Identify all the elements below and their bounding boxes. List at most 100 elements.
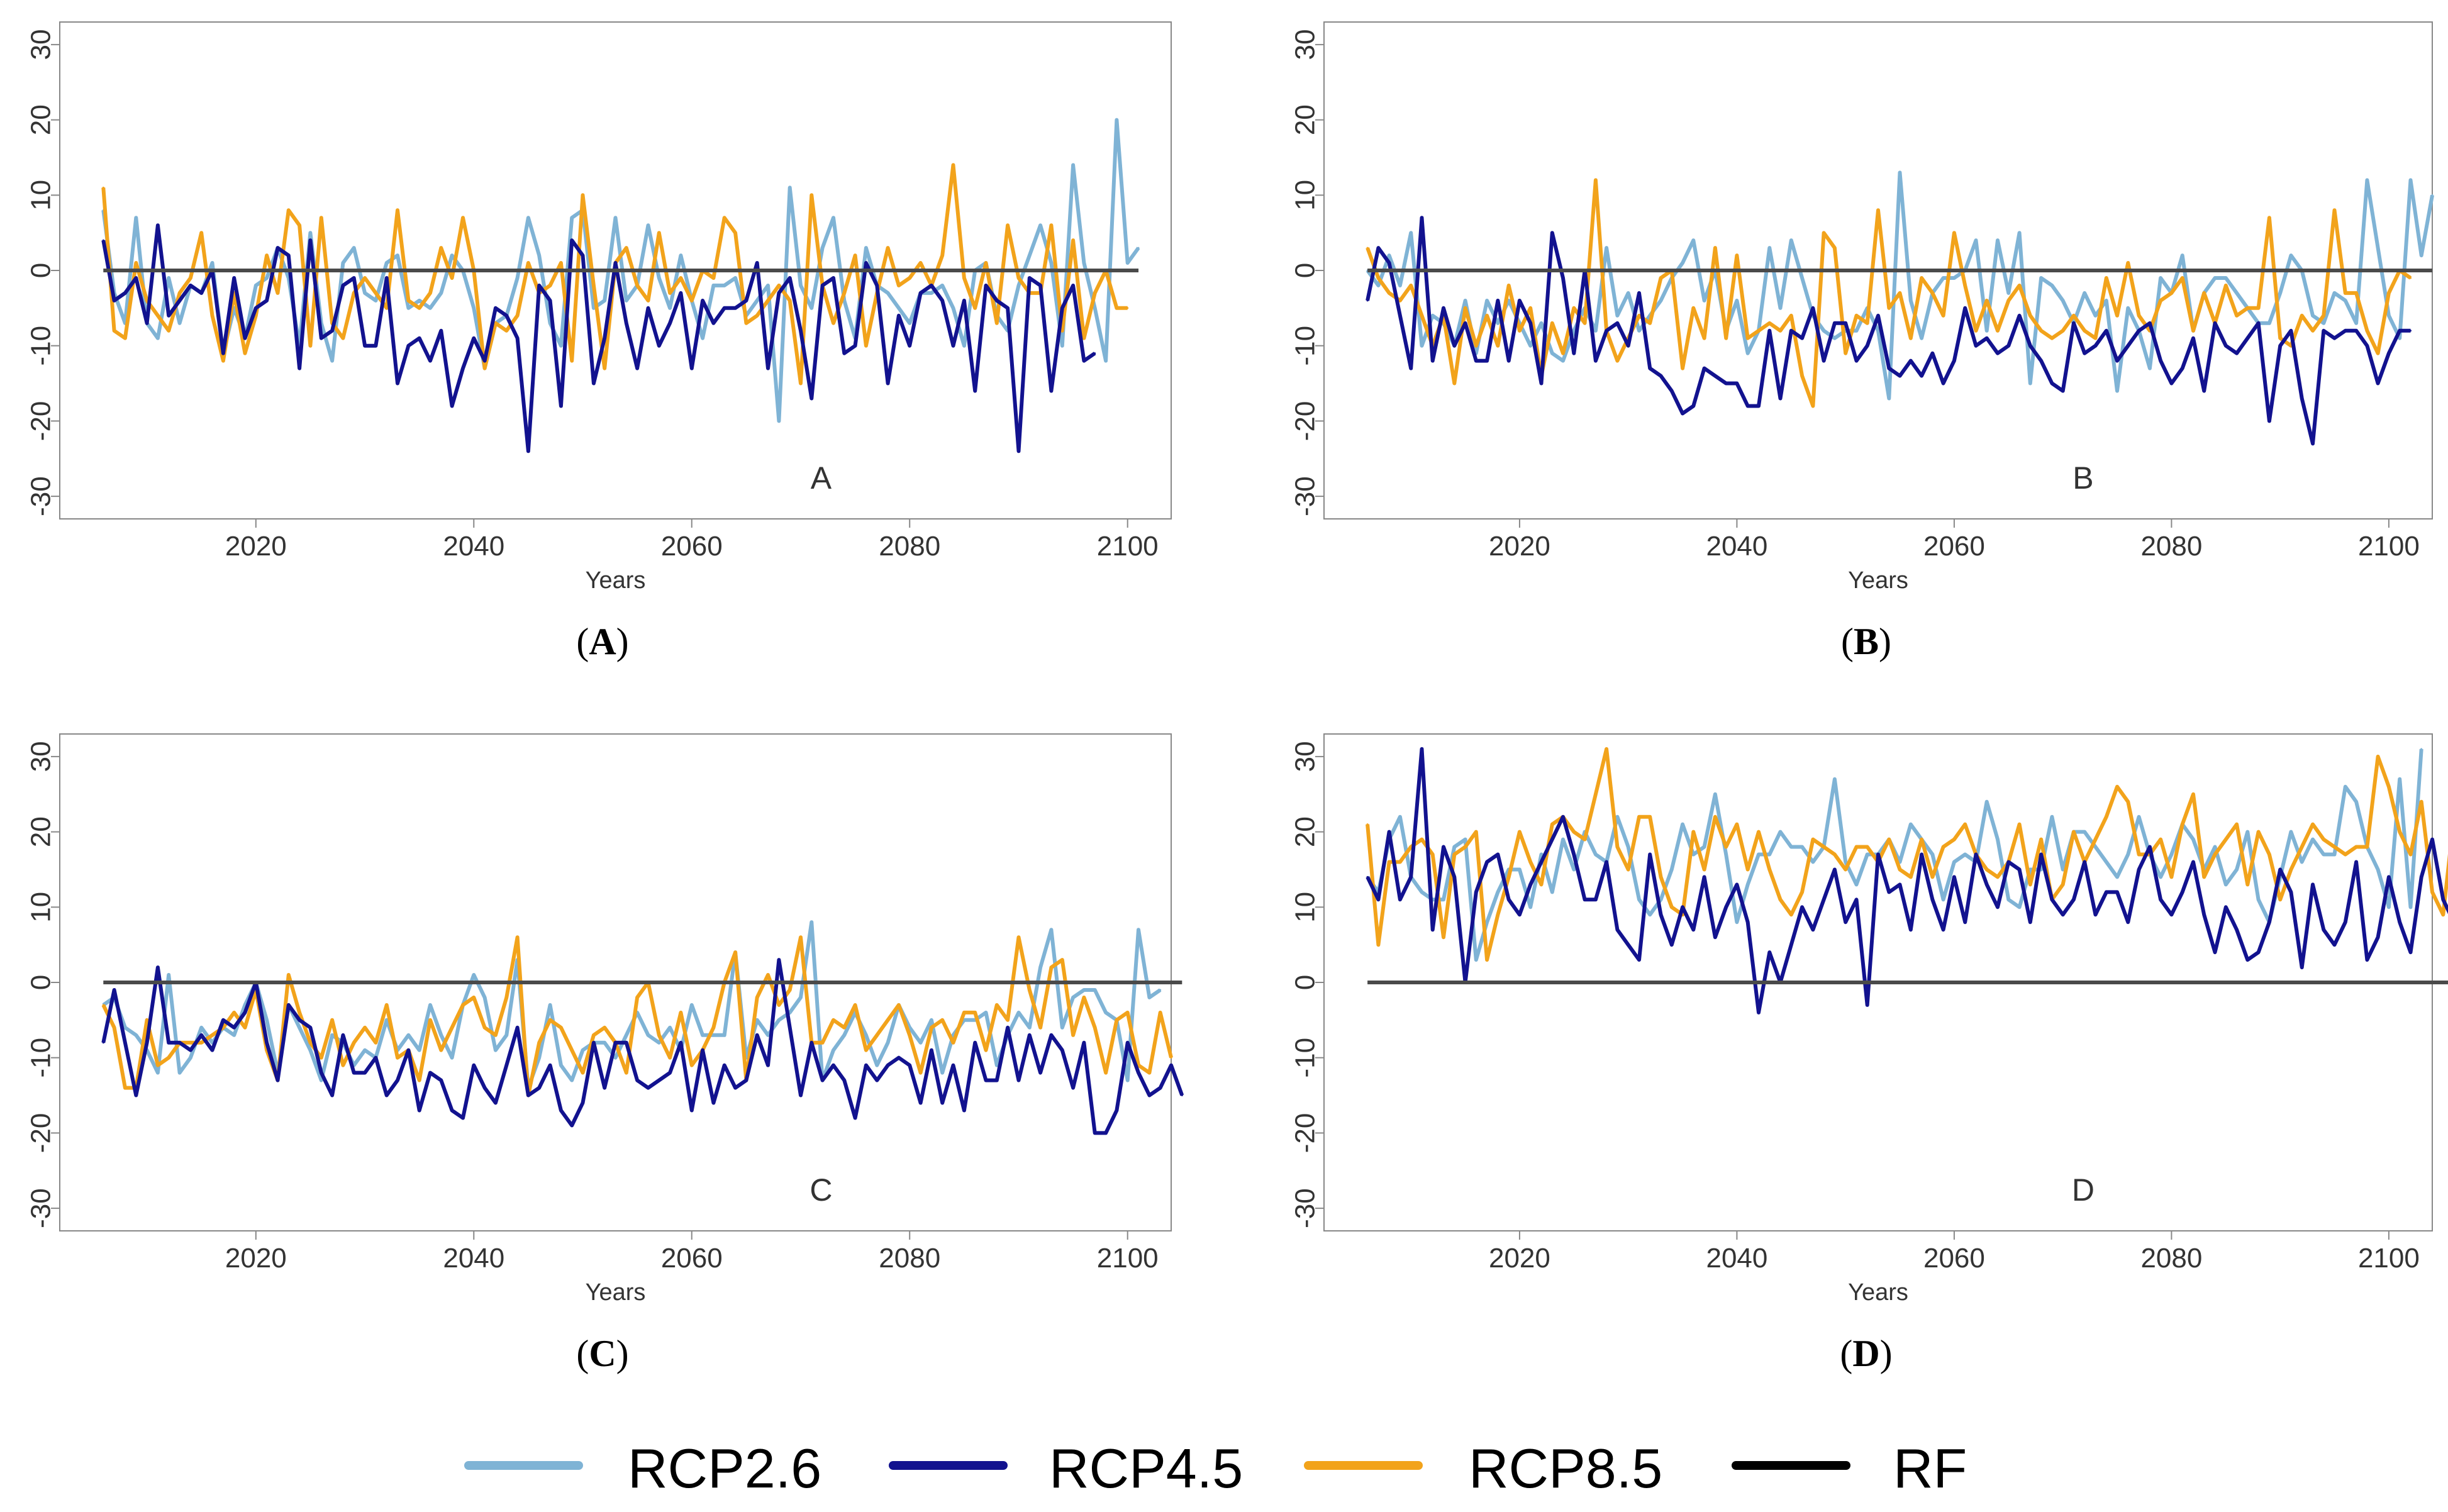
data-point-rcp26-d-67 bbox=[2095, 846, 2096, 848]
data-point-rcp45-b-13 bbox=[1508, 360, 1510, 362]
data-point-rcp45-d-60 bbox=[2018, 869, 2021, 870]
data-point-rcp45-c-32 bbox=[451, 1109, 453, 1111]
data-point-rcp85-a-11 bbox=[222, 360, 225, 362]
data-point-rcp85-a-31 bbox=[440, 247, 442, 249]
data-point-rcp45-b-42 bbox=[1823, 360, 1825, 362]
data-point-rcp85-b-2 bbox=[1388, 292, 1391, 294]
data-point-rcp45-a-6 bbox=[167, 314, 170, 317]
data-point-rcp45-b-1 bbox=[1377, 247, 1379, 249]
data-point-rcp26-a-58 bbox=[734, 277, 737, 279]
data-point-rcp85-d-94 bbox=[2388, 786, 2390, 788]
data-point-rcp45-b-84 bbox=[2279, 345, 2281, 347]
data-point-rcp26-d-38 bbox=[1779, 831, 1781, 833]
data-point-rcp85-c-22 bbox=[342, 1064, 344, 1067]
data-point-rcp45-d-26 bbox=[1649, 853, 1651, 855]
data-point-rcp26-d-25 bbox=[1638, 898, 1640, 901]
data-point-rcp26-c-20 bbox=[320, 1079, 323, 1082]
data-point-rcp45-b-56 bbox=[1975, 345, 1977, 347]
data-point-rcp45-d-59 bbox=[2007, 861, 2010, 863]
data-point-rcp85-a-32 bbox=[451, 277, 453, 279]
data-point-rcp26-d-3 bbox=[1399, 816, 1401, 818]
data-point-rcp85-b-91 bbox=[2355, 292, 2357, 294]
data-point-rcp45-b-15 bbox=[1529, 322, 1532, 325]
data-point-rcp45-b-82 bbox=[2257, 322, 2260, 325]
data-point-rcp85-a-84 bbox=[1018, 277, 1020, 279]
data-point-rcp26-c-65 bbox=[810, 921, 813, 923]
data-point-rcp85-a-1 bbox=[113, 330, 116, 332]
data-point-rcp45-b-0 bbox=[1366, 299, 1369, 302]
data-point-rcp26-d-29 bbox=[1681, 823, 1684, 826]
data-point-rcp45-b-79 bbox=[2225, 345, 2227, 347]
data-point-rcp45-d-95 bbox=[2398, 921, 2401, 923]
data-point-rcp45-d-20 bbox=[1584, 898, 1586, 901]
x-tick-label-d-2: 2060 bbox=[1923, 1243, 1985, 1274]
data-point-rcp45-a-15 bbox=[265, 299, 268, 302]
data-point-rcp85-b-52 bbox=[1931, 292, 1933, 294]
data-point-rcp45-d-78 bbox=[2214, 951, 2216, 953]
data-point-rcp85-c-79 bbox=[963, 1011, 965, 1014]
data-point-rcp45-c-18 bbox=[298, 1019, 301, 1021]
data-point-rcp45-d-45 bbox=[1855, 898, 1857, 901]
data-point-rcp85-a-81 bbox=[985, 262, 987, 264]
y-tick-label-a-4: -10 bbox=[26, 326, 57, 366]
data-point-rcp85-a-2 bbox=[124, 337, 126, 340]
data-point-rcp85-b-73 bbox=[2159, 299, 2162, 302]
data-point-rcp45-b-63 bbox=[2050, 382, 2053, 384]
data-point-rcp26-b-54 bbox=[1953, 277, 1956, 279]
data-point-rcp45-b-78 bbox=[2214, 322, 2216, 325]
data-point-rcp45-d-36 bbox=[1757, 1011, 1760, 1014]
data-point-rcp26-c-72 bbox=[887, 1042, 889, 1044]
data-point-rcp85-d-86 bbox=[2301, 846, 2303, 848]
data-point-rcp26-a-38 bbox=[516, 277, 519, 279]
data-point-rcp26-b-43 bbox=[1833, 337, 1836, 340]
data-point-rcp85-a-19 bbox=[309, 345, 311, 347]
data-point-rcp85-c-12 bbox=[233, 1011, 235, 1014]
data-point-rcp85-a-88 bbox=[1061, 330, 1064, 332]
data-point-rcp85-b-41 bbox=[1811, 405, 1814, 407]
data-point-rcp85-b-96 bbox=[2410, 277, 2412, 279]
data-point-rcp85-b-44 bbox=[1844, 352, 1847, 355]
data-point-rcp45-a-63 bbox=[789, 277, 791, 279]
data-point-rcp85-d-1 bbox=[1377, 943, 1379, 946]
y-tick-label-d-0: 30 bbox=[1290, 741, 1321, 772]
data-point-rcp45-b-32 bbox=[1714, 375, 1716, 377]
data-point-rcp26-a-55 bbox=[701, 337, 704, 340]
data-point-rcp26-a-7 bbox=[179, 322, 181, 325]
data-point-rcp85-a-51 bbox=[658, 231, 660, 234]
data-point-rcp26-a-89 bbox=[1072, 164, 1074, 166]
data-point-rcp45-a-88 bbox=[1061, 307, 1064, 309]
data-point-rcp45-a-17 bbox=[287, 254, 290, 257]
data-point-rcp85-d-77 bbox=[2203, 876, 2205, 878]
y-tick-label-a-6: -30 bbox=[26, 476, 57, 516]
data-point-rcp26-d-45 bbox=[1855, 883, 1857, 886]
data-point-rcp45-c-84 bbox=[1018, 1079, 1020, 1082]
data-point-rcp26-b-85 bbox=[2289, 254, 2292, 257]
data-point-rcp45-a-86 bbox=[1039, 284, 1042, 287]
x-tick-label-b-2: 2060 bbox=[1923, 531, 1985, 562]
data-point-rcp85-a-52 bbox=[669, 292, 671, 294]
data-point-rcp85-d-6 bbox=[1432, 853, 1434, 855]
data-point-rcp85-c-61 bbox=[767, 974, 769, 976]
data-point-rcp85-c-31 bbox=[440, 1049, 442, 1052]
data-point-rcp26-c-78 bbox=[952, 1034, 954, 1037]
data-point-rcp45-c-65 bbox=[810, 1042, 813, 1044]
data-point-rcp26-d-5 bbox=[1421, 891, 1423, 893]
data-point-rcp85-d-13 bbox=[1508, 876, 1510, 878]
data-point-rcp45-a-57 bbox=[723, 307, 726, 309]
data-point-rcp26-a-5 bbox=[157, 337, 159, 340]
data-point-rcp26-d-53 bbox=[1942, 898, 1945, 901]
data-point-rcp45-c-2 bbox=[124, 1042, 126, 1044]
data-point-rcp26-b-75 bbox=[2181, 254, 2184, 257]
data-point-rcp45-a-45 bbox=[593, 382, 595, 384]
data-point-rcp85-a-72 bbox=[887, 247, 889, 249]
data-point-rcp85-d-97 bbox=[2420, 801, 2423, 803]
data-point-rcp26-a-27 bbox=[396, 254, 399, 257]
data-point-rcp85-a-44 bbox=[582, 194, 584, 196]
data-point-rcp85-c-24 bbox=[364, 1026, 366, 1029]
data-point-rcp45-d-72 bbox=[2149, 846, 2151, 848]
data-point-rcp85-a-93 bbox=[1115, 307, 1118, 309]
x-tick-label-b-0: 2020 bbox=[1489, 531, 1550, 562]
data-point-rcp45-d-30 bbox=[1692, 928, 1694, 931]
data-point-rcp26-b-83 bbox=[2268, 322, 2271, 325]
